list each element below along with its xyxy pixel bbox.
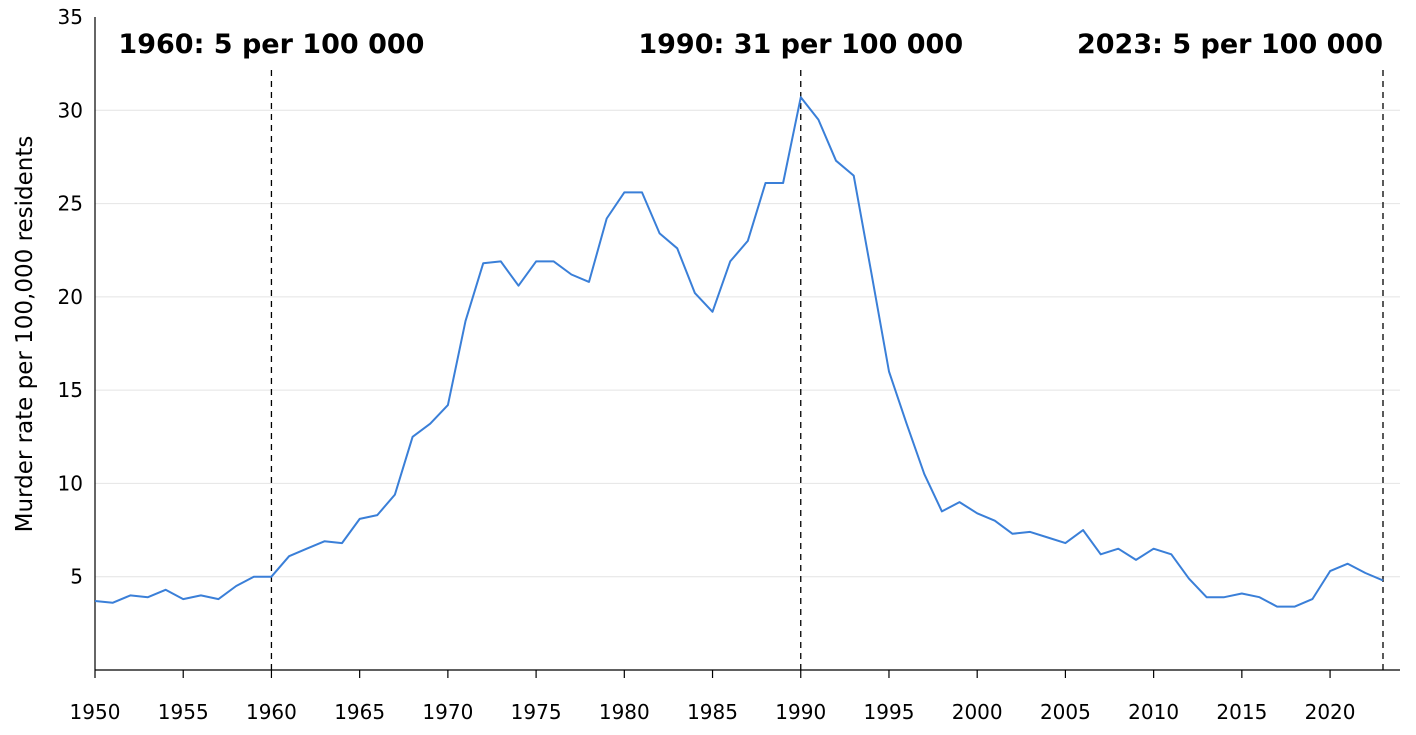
x-tick-2015: 2015 <box>1216 700 1267 724</box>
x-tick-1970: 1970 <box>422 700 473 724</box>
x-tick-labels: 1950 1955 1960 1965 1970 1975 1980 1985 1990 1995… <box>70 670 1356 724</box>
x-tick-1960: 1960 <box>246 700 297 724</box>
y-tick-30: 30 <box>58 98 83 122</box>
y-tick-5: 5 <box>70 565 83 589</box>
y-tick-20: 20 <box>58 285 83 309</box>
y-tick-10: 10 <box>58 471 83 495</box>
x-tick-2000: 2000 <box>952 700 1003 724</box>
y-tick-labels: 5 10 15 20 25 30 35 <box>58 5 83 589</box>
x-tick-1965: 1965 <box>334 700 385 724</box>
annotation-label-2023: 2023: 5 per 100 000 <box>1077 29 1383 60</box>
x-tick-1955: 1955 <box>158 700 209 724</box>
annotation-labels: 1960: 5 per 100 000 1990: 31 per 100 000 2… <box>118 29 1383 60</box>
grid-lines <box>95 109 1400 578</box>
x-tick-1950: 1950 <box>70 700 121 724</box>
x-tick-1975: 1975 <box>511 700 562 724</box>
x-tick-1985: 1985 <box>687 700 738 724</box>
series-line <box>94 96 1384 608</box>
y-axis-label: Murder rate per 100,000 residents <box>12 136 38 533</box>
y-tick-25: 25 <box>58 192 83 216</box>
y-tick-35: 35 <box>58 5 83 29</box>
x-tick-2005: 2005 <box>1040 700 1091 724</box>
x-tick-1980: 1980 <box>599 700 650 724</box>
annotation-label-1990: 1990: 31 per 100 000 <box>638 29 963 60</box>
x-tick-2020: 2020 <box>1305 700 1356 724</box>
annotation-lines <box>270 70 1384 670</box>
x-tick-1990: 1990 <box>775 700 826 724</box>
annotation-label-1960: 1960: 5 per 100 000 <box>118 29 424 60</box>
x-tick-1995: 1995 <box>864 700 915 724</box>
y-tick-15: 15 <box>58 378 83 402</box>
x-tick-2010: 2010 <box>1128 700 1179 724</box>
